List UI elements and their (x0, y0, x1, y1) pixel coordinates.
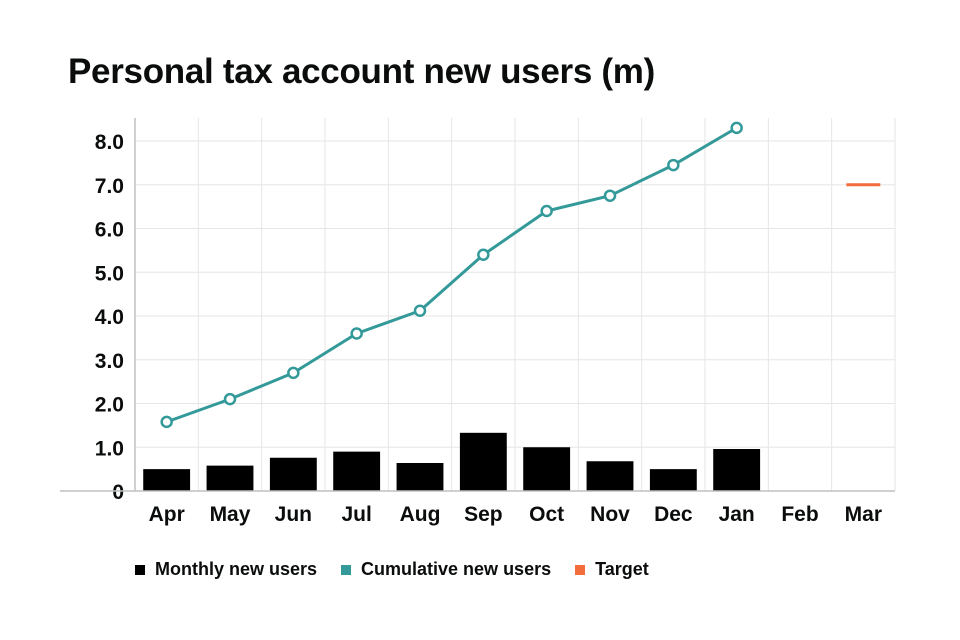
x-tick-label-apr: Apr (149, 503, 185, 526)
legend-item-monthly: Monthly new users (135, 559, 317, 580)
cumulative-point-apr (160, 415, 173, 429)
bar-apr (143, 469, 191, 491)
legend-item-target: Target (575, 559, 649, 580)
bar-may (206, 465, 254, 491)
y-tick-label-5: 5.0 (95, 262, 124, 285)
legend-swatch-target (575, 564, 586, 575)
y-tick-label-1: 1.0 (95, 437, 124, 460)
y-tick-label-4: 4.0 (95, 306, 124, 329)
x-tick-label-jun: Jun (275, 503, 312, 526)
cumulative-point-dec (667, 158, 680, 172)
y-tick-label-8: 8.0 (95, 131, 124, 154)
legend-label-target: Target (595, 559, 649, 579)
bar-oct (523, 447, 571, 491)
bar-dec (649, 469, 697, 491)
monthly-bars (143, 432, 761, 491)
chart-title: Personal tax account new users (m) (68, 52, 655, 91)
x-axis: Apr May Jun Jul Aug Sep Oct Nov Dec Jan Feb Mar (60, 490, 895, 526)
x-tick-label-nov: Nov (590, 503, 630, 526)
y-tick-label-6: 6.0 (95, 219, 124, 242)
bar-sep (459, 432, 507, 491)
x-tick-label-oct: Oct (529, 503, 564, 526)
x-tick-label-aug: Aug (400, 503, 441, 526)
legend: Monthly new users Cumulative new users T… (135, 559, 649, 580)
bar-jan (713, 449, 761, 491)
y-axis: 0 1.0 2.0 3.0 4.0 5.0 6.0 7.0 8.0 (95, 118, 136, 504)
x-tick-label-sep: Sep (464, 503, 503, 526)
x-tick-label-jul: Jul (341, 503, 371, 526)
y-tick-label-2: 2.0 (95, 394, 124, 417)
legend-label-cumulative: Cumulative new users (361, 559, 552, 579)
bar-jul (333, 451, 381, 491)
cumulative-point-sep (477, 248, 490, 261)
grid (134, 118, 896, 491)
cumulative-point-jan (730, 121, 743, 135)
x-tick-label-mar: Mar (845, 503, 882, 526)
cumulative-point-jul (350, 327, 363, 340)
bar-jun (269, 457, 317, 491)
cumulative-point-jun (287, 366, 300, 380)
legend-label-monthly: Monthly new users (155, 559, 318, 579)
x-tick-label-jan: Jan (719, 503, 755, 526)
x-tick-label-feb: Feb (781, 503, 818, 526)
cumulative-point-oct (540, 204, 553, 218)
cumulative-point-nov (603, 189, 617, 202)
x-tick-label-may: May (210, 503, 251, 526)
bar-nov (586, 461, 634, 491)
cumulative-point-aug (413, 304, 427, 317)
legend-item-cumulative: Cumulative new users (341, 559, 551, 580)
legend-swatch-monthly (135, 564, 145, 575)
y-tick-label-3: 3.0 (95, 350, 124, 373)
cumulative-point-may (223, 392, 237, 406)
legend-swatch-cumulative (341, 564, 352, 575)
y-tick-label-7: 7.0 (95, 175, 124, 198)
bar-aug (396, 463, 444, 491)
y-tick-label-0: 0 (112, 481, 124, 504)
x-tick-label-dec: Dec (654, 503, 693, 526)
cumulative-line-series (160, 121, 743, 429)
cumulative-line (166, 126, 738, 424)
